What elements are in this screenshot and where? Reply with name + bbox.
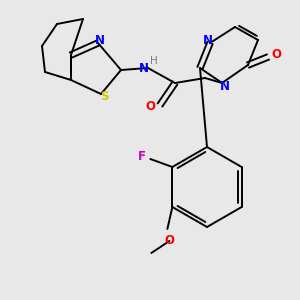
Text: N: N: [220, 80, 230, 92]
Text: S: S: [100, 89, 108, 103]
Text: N: N: [95, 34, 105, 47]
Text: H: H: [150, 56, 158, 66]
Text: N: N: [203, 34, 213, 47]
Text: F: F: [138, 151, 146, 164]
Text: O: O: [164, 235, 174, 248]
Text: O: O: [271, 49, 281, 62]
Text: O: O: [145, 100, 155, 113]
Text: N: N: [139, 62, 149, 76]
